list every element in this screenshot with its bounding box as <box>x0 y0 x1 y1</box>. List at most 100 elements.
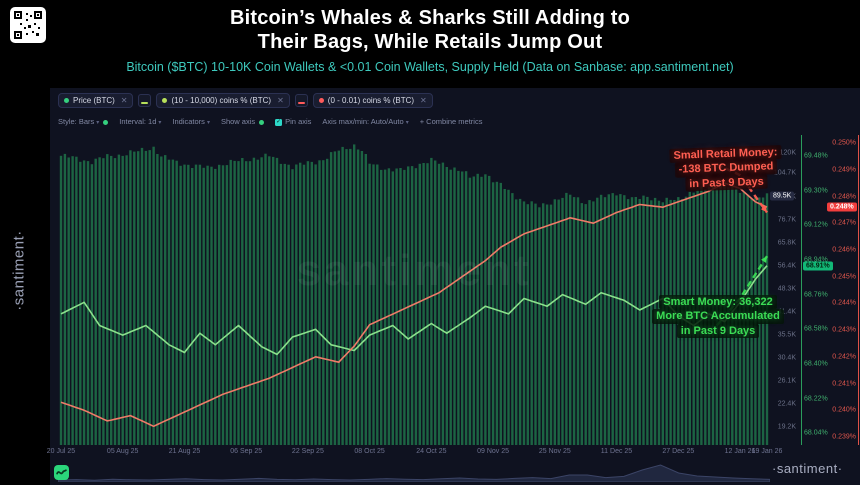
smart-money-annotation: Smart Money: 36,322 More BTC Accumulated… <box>626 295 810 338</box>
show-axis-toggle[interactable]: Show axis <box>221 117 265 126</box>
chip-close-icon[interactable]: ✕ <box>420 96 427 105</box>
axis-tick-label: 0.248% <box>832 193 856 200</box>
axis-tick-label: 65.8K <box>777 239 796 246</box>
metric-chip[interactable]: (10 - 10,000) coins % (BTC) ✕ <box>156 93 290 108</box>
plot-area[interactable]: santiment Small Retail Money: -138 BTC D… <box>58 135 784 446</box>
footer-watermark: ·santiment· <box>772 461 843 476</box>
axis-tick-label: 0.244% <box>832 299 856 307</box>
metric-color-dot <box>64 98 69 103</box>
x-axis-tick-label: 24 Oct 25 <box>416 448 447 455</box>
x-axis-labels: 20 Jul 25 05 Aug 25 21 Aug 25 06 Sep 25 22 S… <box>47 448 783 458</box>
page-title: Bitcoin’s Whales & Sharks Still Adding t… <box>0 7 860 54</box>
left-watermark: ·santiment· <box>10 230 28 311</box>
chevron-down-icon: ▾ <box>405 120 409 126</box>
axis-color-dot <box>259 119 265 125</box>
green-axis-spine <box>801 135 802 445</box>
axis-tick-label: 0.239% <box>832 433 856 441</box>
axis-tick-label: 0.247% <box>832 219 856 227</box>
axis-tick-label: 0.241% <box>832 380 856 387</box>
x-axis-tick-label: 09 Nov 25 <box>477 448 510 455</box>
checkbox-checked-icon: ✓ <box>275 118 283 126</box>
axis-tick-label: 41.4K <box>777 308 796 316</box>
chevron-down-icon: ▾ <box>158 120 162 126</box>
x-axis-tick-label: 20 Jul 25 <box>46 448 76 455</box>
axis-tick-label: 35.5K <box>777 331 796 339</box>
axis-tick-label: 0.250% <box>832 139 856 147</box>
axis-tick-label: 19.2K <box>777 423 796 431</box>
title-line-1: Bitcoin’s Whales & Sharks Still Adding t… <box>229 7 631 29</box>
axis-tick-label: 68.22% <box>804 395 828 403</box>
whale-last-value-badge: 68.91% <box>803 261 833 271</box>
axis-tick-label: 68.04% <box>804 429 828 437</box>
timeline-navigator[interactable] <box>57 460 771 483</box>
chevron-down-icon: ▾ <box>96 120 100 126</box>
axis-tick-label: 48.3K <box>777 285 796 293</box>
axis-tick-label: 0.249% <box>832 166 856 174</box>
x-axis-tick-label: 27 Dec 25 <box>662 448 695 455</box>
metric-style-icon[interactable] <box>138 94 152 107</box>
red-axis-spine <box>858 135 859 445</box>
metric-chip[interactable]: (0 - 0.01) coins % (BTC) ✕ <box>312 93 433 108</box>
axis-tick-label: 120K <box>779 149 796 157</box>
metric-style-icon[interactable] <box>294 94 308 107</box>
style-selector[interactable]: Style: Bars ▾ <box>58 117 109 126</box>
axis-tick-label: 76.7K <box>777 216 796 224</box>
x-axis-tick-label: 06 Sep 25 <box>230 448 263 455</box>
whale-supply-axis[interactable]: 69.48% 69.30% 69.12% 68.94% 68.76% 68.58% 68.4… <box>804 135 834 445</box>
x-axis-tick-label: 21 Aug 25 <box>168 448 201 455</box>
page-subtitle: Bitcoin ($BTC) 10-10K Coin Wallets & <0.… <box>126 60 734 75</box>
axis-tick-label: 68.94% <box>804 256 828 264</box>
price-last-value-badge: 89.5K <box>770 191 795 201</box>
axis-tick-label: 69.48% <box>804 152 828 160</box>
axis-tick-label: 68.40% <box>804 360 828 368</box>
metric-chip-label: (10 - 10,000) coins % (BTC) <box>171 96 272 105</box>
metric-color-dot <box>162 98 168 103</box>
axis-tick-label: 30.4K <box>777 354 796 362</box>
retail-annotation: Small Retail Money: -138 BTC Dumped in P… <box>640 144 811 193</box>
x-axis-tick-label: 12 Jan 26 <box>724 448 756 455</box>
axis-tick-label: 69.30% <box>804 187 828 194</box>
axis-tick-label: 26.1K <box>777 377 796 385</box>
style-color-dot <box>103 119 109 125</box>
chart-toolbar: Style: Bars ▾ Interval: 1d ▾ Indicators ▾ S… <box>58 117 482 126</box>
metric-chips-row: Price (BTC) ✕ (10 - 10,000) coins % (BTC) ✕… <box>58 93 433 108</box>
axis-tick-label: 0.246% <box>832 246 856 254</box>
chart-panel: Price (BTC) ✕ (10 - 10,000) coins % (BTC) ✕… <box>47 88 860 485</box>
axis-tick-label: 22.4K <box>777 400 796 408</box>
metric-color-dot <box>318 98 324 103</box>
retail-supply-axis[interactable]: 0.250% 0.249% 0.248% 0.247% 0.246% 0.245% 0.24… <box>831 135 856 445</box>
santiment-logo <box>54 465 69 480</box>
chip-close-icon[interactable]: ✕ <box>120 96 128 105</box>
chip-close-icon[interactable]: ✕ <box>277 96 284 105</box>
x-axis-tick-label: 19 Jan 26 <box>751 448 783 455</box>
x-axis-tick-label: 05 Aug 25 <box>106 448 139 455</box>
pin-axis-checkbox[interactable]: ✓ Pin axis <box>275 117 312 126</box>
axis-tick-label: 56.4K <box>777 262 796 270</box>
header: Bitcoin’s Whales & Sharks Still Adding t… <box>0 0 860 74</box>
axis-tick-label: 69.12% <box>804 221 828 229</box>
axis-maxmin-selector[interactable]: Axis max/min: Auto/Auto ▾ <box>322 117 409 126</box>
title-line-2: Their Bags, While Retails Jump Out <box>257 30 603 53</box>
axis-tick-label: 0.245% <box>832 273 856 281</box>
qr-code <box>10 7 46 43</box>
axis-tick-label: 68.76% <box>804 291 828 299</box>
axis-tick-label: 0.240% <box>832 406 856 414</box>
retail-last-value-badge: 0.248% <box>827 202 857 212</box>
metric-chip-label: (0 - 0.01) coins % (BTC) <box>327 96 415 105</box>
x-axis-tick-label: 25 Nov 25 <box>538 448 571 455</box>
axis-tick-label: 0.243% <box>832 326 856 334</box>
interval-selector[interactable]: Interval: 1d ▾ <box>119 117 162 126</box>
metric-chip[interactable]: Price (BTC) ✕ <box>58 93 134 108</box>
metric-chip-label: Price (BTC) <box>73 96 115 105</box>
axis-tick-label: 104.7K <box>773 169 796 177</box>
combine-metrics-button[interactable]: + Combine metrics <box>419 117 483 126</box>
chevron-down-icon: ▾ <box>206 120 210 126</box>
x-axis-tick-label: 08 Oct 25 <box>354 448 385 455</box>
axis-tick-label: 68.58% <box>804 325 828 333</box>
axis-tick-label: 0.242% <box>832 353 856 361</box>
x-axis-tick-label: 11 Dec 25 <box>600 448 633 455</box>
right-axes: 120K 104.7K 89.5K 76.7K 65.8K 56.4K 48.3K 41.4K… <box>770 135 860 445</box>
indicators-menu[interactable]: Indicators ▾ <box>172 117 210 126</box>
x-axis-tick-label: 22 Sep 25 <box>291 448 324 455</box>
